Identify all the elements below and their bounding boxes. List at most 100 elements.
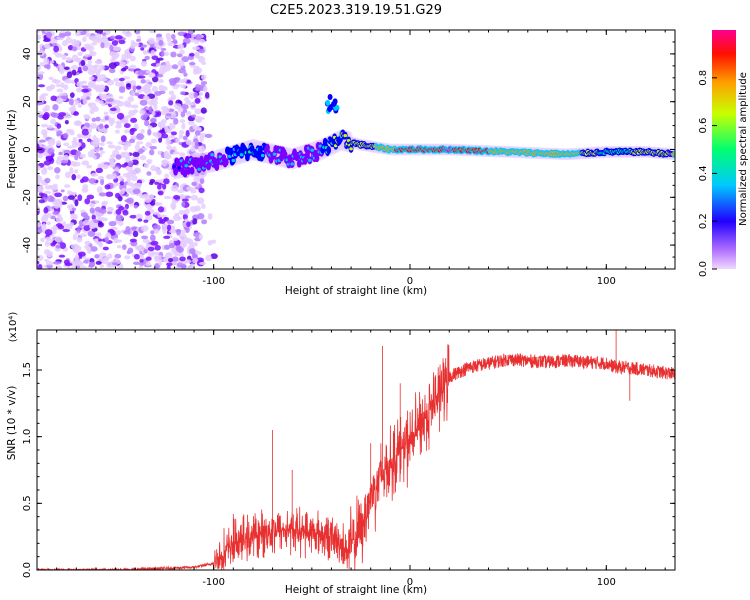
spectrogram-ridge-core <box>349 147 353 151</box>
spectrogram-y-ticks: -40 -20 0 20 40 <box>22 29 675 270</box>
spectrogram-noise-cell <box>204 133 213 139</box>
spectrogram-noise-cell <box>145 96 150 101</box>
spectrogram-noise-cell <box>74 199 79 207</box>
spectrogram-noise-cell <box>200 107 207 114</box>
spectrogram-noise-cell <box>128 169 135 174</box>
spectrogram-ridge-cell <box>223 158 229 167</box>
spectrogram-noise-cell <box>100 42 105 49</box>
spectrogram-noise-cell <box>88 178 97 184</box>
spectrogram-noise-cell <box>42 166 48 173</box>
spectrogram-noise-cell <box>80 60 86 67</box>
spectrogram-noise-cell <box>126 83 131 88</box>
spectrogram-noise-cell <box>168 122 176 130</box>
spectrogram-noise-cell <box>175 106 182 110</box>
spectrogram-noise-cell <box>140 44 148 48</box>
spectrogram-noise-cell <box>192 258 199 264</box>
spectrogram-noise-cell <box>114 145 122 151</box>
spectrogram-noise-cell <box>61 40 68 47</box>
spectrogram-noise-cell <box>158 67 167 75</box>
spectrogram-noise-cell <box>168 90 175 95</box>
spectrogram-noise-cell <box>134 144 141 151</box>
spectrogram-noise-cell <box>84 240 91 246</box>
spectrogram-noise-cell <box>76 237 83 243</box>
spectrogram-noise-cell <box>77 251 86 257</box>
spectrogram-noise-cell <box>198 261 207 265</box>
spectrogram-noise-cell <box>118 220 124 227</box>
spectrogram-y-tick-label: 20 <box>22 95 33 108</box>
spectrogram-noise-cell <box>43 111 50 119</box>
spectrogram-noise-cell <box>164 67 171 72</box>
spectrogram-noise-cell <box>200 80 208 85</box>
spectrogram-noise-cell <box>41 214 49 220</box>
spectrogram-noise-cell <box>143 219 149 223</box>
spectrogram-noise-cell <box>145 214 153 221</box>
spectrogram-noise-cell <box>109 107 117 112</box>
spectrogram-x-tick-label: -100 <box>202 276 225 287</box>
spectrogram-noise-cell <box>177 189 185 194</box>
spectrogram-noise-cell <box>148 37 156 45</box>
spectrogram-noise-cell <box>205 91 210 99</box>
spectrogram-y-axis-label: Frequency (Hz) <box>6 109 18 188</box>
spectrogram-noise-cell <box>181 201 186 208</box>
spectrogram-noise-cell <box>199 178 205 185</box>
spectrogram-noise-cell <box>143 249 148 254</box>
spectrogram-noise-cell <box>166 262 173 267</box>
spectrogram-noise-cell <box>100 135 106 143</box>
spectrogram-noise-cell <box>127 67 136 72</box>
spectrogram-noise-cell <box>37 247 40 251</box>
spectrogram-ridge-core <box>227 154 232 158</box>
spectrogram-noise-cell <box>37 260 40 265</box>
spectrogram-noise-cell <box>138 75 146 79</box>
colorbar-tick-label: 0.2 <box>698 213 709 229</box>
spectrogram-noise-cell <box>109 35 116 40</box>
spectrogram-noise-cell <box>59 242 67 250</box>
spectrogram-noise-cell <box>73 120 82 127</box>
spectrogram-noise-cell <box>50 95 58 102</box>
spectrogram-noise-cell <box>179 119 186 123</box>
spectrogram-noise-cell <box>150 49 156 57</box>
spectrogram-noise-cell <box>94 254 100 259</box>
spectrogram-noise-cell <box>140 79 146 84</box>
spectrogram-noise-cell <box>93 68 102 74</box>
spectrogram-noise-cell <box>115 154 122 160</box>
spectrogram-noise-cell <box>37 147 45 154</box>
spectrogram-noise-cell <box>210 239 217 244</box>
spectrogram-noise-cell <box>45 155 53 160</box>
spectrogram-noise-cell <box>157 57 164 61</box>
spectrogram-noise-cell <box>81 128 90 136</box>
snr-x-tick-label: 0 <box>407 577 413 588</box>
spectrogram-noise-cell <box>118 77 125 82</box>
spectrogram-noise-cell <box>133 204 138 209</box>
spectrogram-noise-cell <box>186 79 191 84</box>
spectrogram-noise-cell <box>108 62 117 70</box>
spectrogram-noise-cell <box>87 246 92 252</box>
spectrogram-noise-cell <box>105 232 111 237</box>
spectrogram-noise-cell <box>195 87 202 92</box>
spectrogram-noise-cell <box>95 260 102 265</box>
spectrogram-noise-cell <box>77 194 83 202</box>
spectrogram-noise-cell <box>104 124 109 129</box>
spectrogram-noise-cell <box>172 64 179 70</box>
spectrogram-y-tick-label: 0 <box>22 146 33 152</box>
spectrogram-noise-cell <box>66 71 73 79</box>
spectrogram-noise-cell <box>132 261 141 266</box>
spectrogram-noise-cell <box>91 214 96 221</box>
spectrogram-noise-cell <box>56 140 61 147</box>
spectrogram-noise-cell <box>119 61 127 68</box>
spectrogram-noise-cell <box>164 244 170 250</box>
spectrogram-noise-cell <box>45 43 51 50</box>
spectrogram-noise-cell <box>186 221 191 228</box>
spectrogram-noise-cell <box>95 116 101 122</box>
spectrogram-noise-cell <box>100 118 107 123</box>
spectrogram-noise-cell <box>79 233 88 238</box>
spectrogram-noise-cell <box>139 254 144 260</box>
spectrogram-noise-cell <box>62 195 69 202</box>
spectrogram-noise-cell <box>115 208 122 215</box>
spectrogram-noise-cell <box>177 43 185 50</box>
spectrogram-x-tick-label: 100 <box>597 276 616 287</box>
spectrogram-noise-cell <box>197 212 205 220</box>
spectrogram-noise-cell <box>87 150 94 158</box>
spectrogram-noise-cell <box>164 153 171 159</box>
spectrogram-ridge-core <box>239 153 244 157</box>
